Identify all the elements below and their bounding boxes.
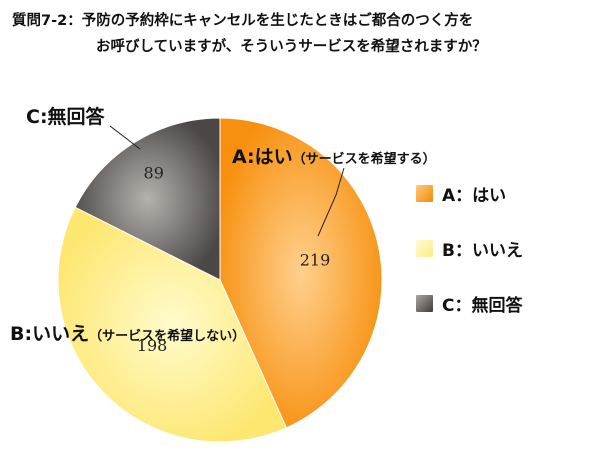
slice-label-b-note: （サービスを希望しない） <box>89 329 246 344</box>
slice-label-a: A:はい（サービスを希望する） <box>232 142 436 169</box>
legend-item-a: A：はい <box>416 182 523 206</box>
legend-swatch-b <box>416 239 433 257</box>
legend-item-c: C：無回答 <box>416 292 523 316</box>
legend-swatch-a <box>416 184 433 202</box>
slice-label-c-main: C:無回答 <box>26 106 105 128</box>
chart-title-line-2: お呼びしていますが、そういうサービスを希望されますか？ <box>96 39 487 55</box>
slice-label-a-main: A:はい <box>232 146 293 168</box>
chart-title-line-1: 質問7-2：予防の予約枠にキャンセルを生じたときはご都合のつく方を <box>12 13 474 29</box>
legend: A：はい B：いいえ C：無回答 <box>416 182 523 347</box>
slice-value-b: 198 <box>137 336 168 355</box>
slice-label-c: C:無回答 <box>26 102 105 129</box>
leader-line-c <box>109 125 141 150</box>
slice-value-c: 89 <box>144 163 164 182</box>
legend-item-b: B：いいえ <box>416 237 523 261</box>
slice-label-a-note: （サービスを希望する） <box>292 152 436 167</box>
pie-slice-a <box>219 117 383 429</box>
slice-value-a: 219 <box>300 251 331 270</box>
slice-label-b: B:いいえ（サービスを希望しない） <box>10 319 245 346</box>
legend-label-c: C：無回答 <box>442 295 523 316</box>
legend-label-a: A：はい <box>442 185 507 206</box>
slice-label-b-main: B:いいえ <box>10 323 90 345</box>
pie-slice-b <box>57 206 288 443</box>
pie-slice-c <box>74 117 221 281</box>
legend-swatch-c <box>416 294 433 312</box>
legend-label-b: B：いいえ <box>442 240 523 261</box>
leader-line-a <box>317 167 345 237</box>
